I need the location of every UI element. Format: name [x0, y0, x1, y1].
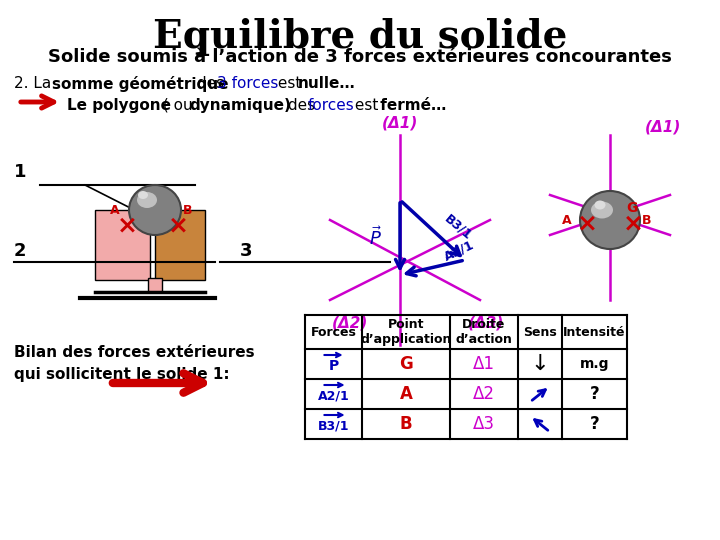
Text: Solide soumis à l’action de 3 forces extérieures concourantes: Solide soumis à l’action de 3 forces ext…	[48, 48, 672, 66]
Text: Δ1: Δ1	[473, 355, 495, 373]
Text: Point
d’application: Point d’application	[360, 318, 451, 346]
Text: ?: ?	[590, 385, 599, 403]
Text: ×: ×	[577, 212, 598, 236]
Text: P: P	[328, 359, 338, 373]
Text: ×: ×	[168, 213, 189, 237]
Text: somme géométrique: somme géométrique	[52, 76, 228, 92]
Text: Forces: Forces	[310, 326, 356, 339]
Ellipse shape	[580, 191, 640, 249]
Text: Droite
d’action: Droite d’action	[456, 318, 513, 346]
Text: A2/1: A2/1	[318, 389, 349, 402]
Text: ×: ×	[623, 212, 644, 236]
Ellipse shape	[591, 201, 613, 219]
Text: 3: 3	[240, 242, 253, 260]
Text: 1: 1	[14, 163, 27, 181]
Polygon shape	[148, 278, 162, 292]
Text: Δ3: Δ3	[473, 415, 495, 433]
Text: 3 forces: 3 forces	[217, 76, 279, 91]
Text: B: B	[183, 204, 192, 217]
Text: est: est	[273, 76, 306, 91]
Text: Sens: Sens	[523, 326, 557, 339]
Text: A: A	[110, 204, 120, 217]
Text: ( ou: ( ou	[158, 98, 197, 113]
Text: B3/1: B3/1	[318, 420, 349, 433]
Text: 2: 2	[14, 242, 27, 260]
Text: Intensité: Intensité	[563, 326, 626, 339]
Text: nulle…: nulle…	[298, 76, 356, 91]
Ellipse shape	[137, 192, 157, 208]
Text: Δ2: Δ2	[473, 385, 495, 403]
Text: Bilan des forces extérieures
qui sollicitent le solide 1:: Bilan des forces extérieures qui sollici…	[14, 345, 255, 382]
Text: B: B	[400, 415, 413, 433]
Ellipse shape	[138, 191, 148, 199]
Text: m.g: m.g	[580, 357, 609, 371]
Text: B3/1: B3/1	[442, 212, 474, 242]
Text: Equilibre du solide: Equilibre du solide	[153, 18, 567, 56]
Text: G: G	[399, 355, 413, 373]
Text: (Δ3): (Δ3)	[468, 315, 505, 330]
Text: $\vec{P}$: $\vec{P}$	[369, 226, 382, 249]
Text: des: des	[192, 76, 229, 91]
Text: ↓: ↓	[531, 354, 549, 374]
Text: forces: forces	[308, 98, 355, 113]
Ellipse shape	[595, 200, 606, 210]
Text: des: des	[283, 98, 320, 113]
Text: (Δ1): (Δ1)	[382, 115, 418, 130]
Polygon shape	[95, 210, 150, 280]
Text: B: B	[642, 213, 652, 226]
Text: ?: ?	[590, 415, 599, 433]
Text: A2/1: A2/1	[442, 238, 476, 263]
Text: dynamique): dynamique)	[189, 98, 291, 113]
Text: (Δ1): (Δ1)	[645, 120, 681, 135]
Text: A: A	[562, 213, 572, 226]
Text: est: est	[350, 98, 383, 113]
Text: A: A	[400, 385, 413, 403]
Polygon shape	[155, 210, 205, 280]
Ellipse shape	[129, 185, 181, 235]
Text: 2. La: 2. La	[14, 76, 56, 91]
Text: G: G	[626, 201, 637, 215]
Text: ×: ×	[117, 213, 138, 237]
Text: (Δ2): (Δ2)	[332, 315, 368, 330]
Text: fermé…: fermé…	[375, 98, 446, 113]
Text: Le polygone: Le polygone	[67, 98, 171, 113]
